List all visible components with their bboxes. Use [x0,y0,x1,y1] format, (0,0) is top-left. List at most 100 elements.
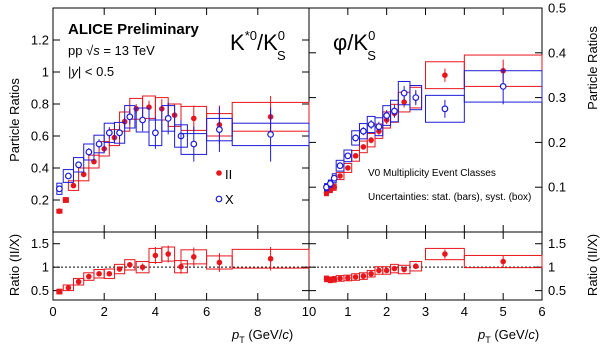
point-II [323,190,330,196]
syst-box-X [409,85,423,111]
syst-box-II-X [135,261,150,274]
y-tick-label: 0.5 [548,1,566,16]
point-II [146,104,152,110]
point-II-X [191,254,197,260]
x-tick-label: 3 [422,304,429,319]
point-II-X [127,262,133,268]
syst-box-X [93,134,105,154]
point-X [75,161,82,169]
legend-label-X: X [225,192,234,207]
point-II-X [345,275,351,281]
point-II-X [401,266,407,273]
point-II [401,99,407,105]
energy-label: pp √s = 13 TeV [68,43,155,58]
x-tick-label: 0 [49,304,56,319]
x-tick-label: 10 [302,304,316,319]
point-II-X [106,270,113,277]
point-II-X [116,266,123,272]
point-II-X [360,273,367,279]
y-tick-label: 1 [42,260,49,275]
point-II-X [412,263,419,270]
syst-box-II-X [124,259,136,271]
point-II-X [165,251,171,257]
y-tick-label: 0.3 [548,90,566,105]
syst-box-II-X [72,277,85,286]
y-tick-label: 1.5 [31,236,49,251]
x-tick-label: 4 [461,304,468,319]
point-II [368,137,374,143]
x-tick-label: 5 [500,304,507,319]
point-X [326,180,334,188]
point-II-X [267,255,274,262]
point-X [344,152,352,160]
point-II [191,115,197,122]
syst-box-X [390,99,399,123]
legend-marker-II [216,170,222,176]
y-tick-label: 1 [42,65,49,80]
point-X [367,121,375,128]
x-axis-label-left: pT (GeV/c) [231,327,293,345]
point-II [80,171,87,178]
x-tick-label: 2 [383,304,390,319]
y-tick-label: 0.1 [548,180,566,195]
point-X [499,82,507,90]
point-X [336,162,344,170]
point-X [85,148,93,156]
y-tick-label: 1 [548,260,555,275]
ratio-axis-label-right: Ratio (II/X) [585,234,600,296]
point-II-X [368,270,374,277]
y-tick-label: 0.2 [31,193,49,208]
point-II [56,208,63,214]
point-II-X [139,264,146,270]
point-II [345,165,351,171]
legend-marker-X [215,195,223,203]
legend-label-II: II [225,167,232,182]
x-tick-label: 2 [101,304,108,319]
phi-ratio-panel-frame [308,231,543,301]
phi-ratio-title: φ/K0 S [333,28,376,63]
syst-box-X [72,157,85,173]
syst-box-II-X [62,284,74,292]
point-X [391,107,398,115]
point-X [164,114,172,122]
point-II-X [75,278,82,285]
point-X [359,127,367,135]
point-II [70,182,77,189]
y-tick-label: 0.6 [31,129,49,144]
syst-box-II-X [463,254,543,269]
point-X [190,140,198,148]
x-tick-label: 1 [344,304,351,319]
point-X [105,129,113,137]
point-II-X [383,267,390,274]
point-II [63,197,69,203]
point-II-X [65,285,72,291]
y-tick-label: 0.5 [31,283,49,298]
y-tick-label: 0.8 [31,97,49,112]
point-X [95,140,103,148]
point-X [330,174,338,182]
point-II [360,144,367,150]
x-tick-label: 8 [254,304,261,319]
y-tick-label: 1.5 [548,236,566,251]
point-II-X [352,274,359,280]
point-X [215,126,223,134]
point-X [139,116,147,124]
y-tick-label: 0.4 [548,45,566,60]
event-classes-note: V0 Multiplicity Event Classes [368,168,496,179]
point-II-X [442,251,448,257]
syst-box-X [124,105,136,129]
point-X [412,94,420,101]
x-tick-label: 6 [538,304,545,319]
point-II-X [391,265,398,272]
y-tick-label: 0.2 [548,135,566,150]
syst-box-X [374,117,384,137]
point-II-X [331,276,338,283]
syst-box-X [113,121,126,144]
point-II-X [216,259,223,266]
syst-box-X [425,94,465,123]
point-X [126,113,134,121]
point-X [151,129,159,137]
uncertainty-note: Uncertainties: stat. (bars), syst. (box) [368,192,531,203]
point-II [337,173,343,179]
